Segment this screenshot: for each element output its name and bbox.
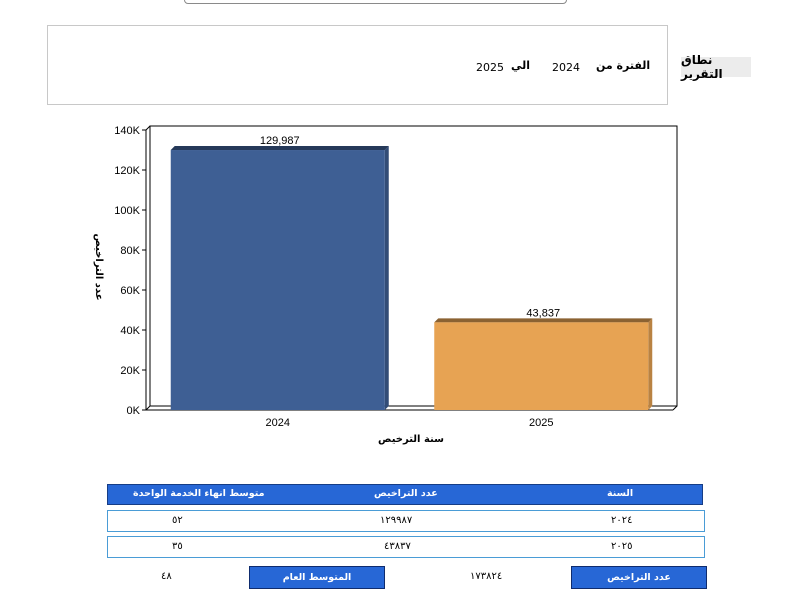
chart-bars: 129,987 43,837 <box>170 135 653 410</box>
row-count: ٤٣٨٣٧ <box>384 541 411 552</box>
licenses-bar-chart: 0K 20K 40K 60K 80K 100K 120K 140K 129,987 43,837… <box>93 125 678 445</box>
y-tick-label: 60K <box>120 285 140 297</box>
y-tick-label: 40K <box>120 325 140 337</box>
header-avg: متوسط انهاء الخدمة الواحدة <box>133 488 265 499</box>
y-axis-title: عدد التراخيص <box>93 233 104 300</box>
from-year: 2024 <box>552 61 580 74</box>
floor-edge <box>672 405 678 411</box>
summary-count-label: عدد التراخيص <box>571 566 707 589</box>
y-tick-label: 0K <box>127 405 141 417</box>
row-year: ٢٠٢٤ <box>611 515 633 526</box>
summary-avg-value: ٤٨ <box>161 571 172 582</box>
row-avg: ٣٥ <box>172 541 183 552</box>
bar-side <box>384 146 389 410</box>
report-range-panel <box>47 25 668 105</box>
bar-top <box>170 146 389 151</box>
x-axis-ticks: 2024 2025 <box>266 417 554 429</box>
bar-value-label: 43,837 <box>526 307 560 319</box>
row-year: ٢٠٢٥ <box>611 541 633 552</box>
to-year: 2025 <box>476 61 504 74</box>
y-tick-label: 100K <box>114 205 140 217</box>
bar-side <box>648 318 653 410</box>
period-from-label: الفترة من <box>596 59 651 72</box>
y-tick-label: 20K <box>120 365 140 377</box>
floor-edge <box>145 405 151 411</box>
summary-avg-label: المتوسط العام <box>249 566 385 589</box>
table-row: ٢٠٢٤ ١٢٩٩٨٧ ٥٢ <box>107 510 705 532</box>
row-avg: ٥٢ <box>172 515 183 526</box>
y-tick-label: 120K <box>114 165 140 177</box>
table-header: السنة عدد التراخيص متوسط انهاء الخدمة ال… <box>107 484 703 505</box>
y-axis-ticks: 0K 20K 40K 60K 80K 100K 120K 140K <box>114 125 146 417</box>
to-label: الي <box>511 59 531 72</box>
wall-edge <box>145 125 151 131</box>
y-tick-label: 80K <box>120 245 140 257</box>
x-tick-label: 2025 <box>529 417 553 429</box>
x-axis-title: سنة الترخيص <box>378 434 444 445</box>
header-count: عدد التراخيص <box>374 488 438 499</box>
y-tick-label: 140K <box>114 125 140 137</box>
summary-count-value: ١٧٣٨٢٤ <box>470 571 503 582</box>
bar-value-label: 129,987 <box>260 135 300 147</box>
bar-2025 <box>434 322 649 410</box>
table-row: ٢٠٢٥ ٤٣٨٣٧ ٣٥ <box>107 536 705 558</box>
bar-2024 <box>170 150 385 410</box>
row-count: ١٢٩٩٨٧ <box>380 515 413 526</box>
header-year: السنة <box>607 488 634 499</box>
bar-top <box>434 318 653 323</box>
x-tick-label: 2024 <box>266 417 290 429</box>
